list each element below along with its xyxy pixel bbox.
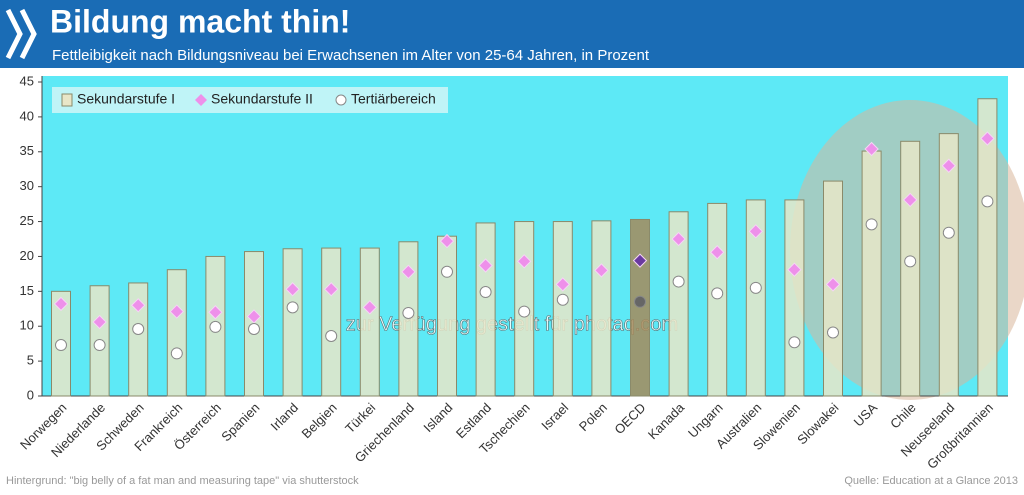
diamond [980, 131, 995, 146]
bar [359, 247, 380, 397]
legend-label: Tertiärbereich [351, 91, 436, 107]
dot [518, 305, 531, 318]
diamond [323, 282, 339, 297]
bar [668, 211, 689, 397]
y-tick-label: 40 [20, 108, 34, 123]
dot [981, 195, 994, 208]
diamond [864, 141, 879, 157]
dot [402, 306, 415, 319]
diamond [555, 277, 571, 292]
dot [479, 286, 492, 299]
diamond [285, 282, 300, 297]
bar [475, 222, 496, 397]
diamond [246, 309, 262, 324]
bar [321, 247, 342, 397]
dot [170, 347, 183, 360]
diamond [825, 277, 841, 292]
bar [900, 140, 921, 397]
dot [904, 255, 917, 268]
legend-box [52, 87, 448, 113]
dot [865, 218, 878, 231]
dot [209, 320, 222, 333]
logo [5, 8, 37, 60]
bar [166, 269, 187, 397]
bar [552, 221, 573, 397]
dot [827, 326, 839, 339]
y-tick-label: 25 [20, 213, 34, 228]
dot [325, 329, 338, 342]
dot [634, 295, 646, 308]
bar [977, 98, 998, 397]
credit: Hintergrund: "big belly of a fat man and… [6, 475, 359, 487]
dot [93, 339, 106, 352]
legend-swatch [61, 93, 73, 107]
y-tick-label: 0 [27, 387, 34, 402]
dot [132, 323, 145, 336]
diamond [169, 304, 185, 319]
dot [942, 226, 955, 239]
bar [128, 282, 149, 397]
dot [711, 287, 724, 300]
diamond [671, 231, 686, 247]
dot [672, 275, 685, 288]
diamond [902, 192, 918, 208]
bar [784, 199, 805, 397]
header-band [0, 0, 1024, 68]
bar [282, 248, 303, 397]
diamond [748, 224, 764, 239]
bar [745, 199, 766, 397]
diamond [787, 262, 802, 277]
y-tick-label: 45 [20, 73, 34, 88]
bar [861, 150, 882, 397]
diamond [478, 258, 493, 273]
diamond [941, 158, 957, 173]
y-tick-label: 5 [27, 353, 34, 368]
diamond [401, 264, 416, 280]
dot [556, 293, 569, 306]
diamond [594, 263, 609, 278]
bar [591, 220, 612, 397]
y-tick-label: 35 [20, 143, 34, 158]
watermark: zur Verfügung gestellt für photaq.com [346, 313, 678, 335]
dot [248, 323, 260, 336]
title: Bildung macht thin! [50, 3, 350, 39]
diamond [53, 296, 69, 312]
y-tick-label: 15 [20, 283, 34, 298]
dot [286, 301, 299, 314]
bar [938, 133, 959, 397]
diamond [516, 254, 532, 269]
legend-label: Sekundarstufe I [77, 91, 175, 107]
diamond [632, 253, 648, 268]
dot [788, 336, 801, 349]
y-tick-label: 30 [20, 178, 34, 193]
bar [707, 202, 728, 397]
legend-swatch [335, 94, 347, 106]
subtitle: Fettleibigkeit nach Bildungsniveau bei E… [52, 47, 650, 64]
diamond [92, 314, 107, 330]
legend-swatch [195, 94, 207, 106]
diamond [362, 300, 378, 315]
bar [437, 235, 457, 397]
y-tick-label: 10 [20, 318, 34, 333]
source: Quelle: Education at a Glance 2013 [844, 475, 1018, 487]
diamond [130, 298, 146, 313]
dot [55, 339, 67, 352]
diamond [709, 245, 725, 260]
dot [441, 265, 453, 278]
y-tick-label: 20 [20, 248, 34, 263]
diamond [208, 305, 223, 320]
legend-label: Sekundarstufe II [211, 91, 313, 107]
diamond [439, 233, 455, 249]
dot [749, 281, 762, 294]
